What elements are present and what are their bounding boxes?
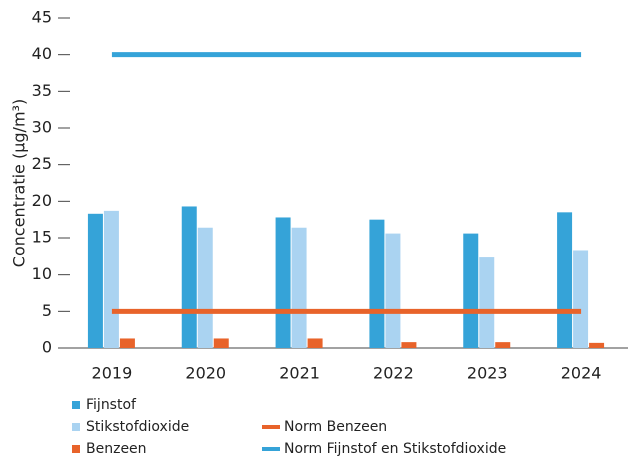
bar — [369, 219, 385, 348]
bar — [103, 210, 119, 348]
bar — [87, 213, 103, 348]
legend-swatch — [72, 423, 80, 431]
legend-swatch — [72, 401, 80, 409]
y-tick-label: 5 — [42, 301, 52, 320]
y-axis-label: Concentratie (µg/m³) — [10, 99, 29, 267]
bar — [557, 212, 573, 348]
bar — [181, 206, 197, 348]
bar — [275, 217, 291, 348]
bar — [307, 338, 323, 348]
bar — [213, 338, 229, 348]
x-tick-label: 2021 — [279, 364, 320, 383]
legend-label: Benzeen — [86, 441, 147, 457]
bar — [495, 342, 511, 348]
y-tick-label: 0 — [42, 338, 52, 357]
bar — [197, 227, 213, 348]
bar — [385, 233, 401, 348]
bar — [589, 342, 605, 348]
x-tick-label: 2022 — [373, 364, 414, 383]
y-tick-label: 10 — [32, 264, 52, 283]
bar — [119, 338, 135, 348]
bar — [463, 233, 479, 348]
bar — [291, 227, 307, 348]
legend-label: Stikstofdioxide — [86, 419, 189, 435]
y-tick-label: 45 — [32, 8, 52, 27]
legend-swatch — [262, 447, 280, 451]
y-tick-label: 30 — [32, 118, 52, 137]
legend-swatch — [262, 425, 280, 429]
legend-swatch — [72, 445, 80, 453]
bar — [573, 250, 589, 348]
bar — [479, 257, 495, 348]
x-tick-label: 2024 — [561, 364, 602, 383]
y-tick-label: 40 — [32, 44, 52, 63]
y-tick-label: 20 — [32, 191, 52, 210]
x-tick-label: 2019 — [92, 364, 133, 383]
legend-label: Norm Fijnstof en Stikstofdioxide — [284, 441, 506, 457]
y-tick-label: 25 — [32, 154, 52, 173]
y-tick-label: 15 — [32, 228, 52, 247]
bar — [401, 342, 417, 348]
legend-label: Fijnstof — [86, 397, 137, 413]
y-tick-label: 35 — [32, 81, 52, 100]
legend-label: Norm Benzeen — [284, 419, 387, 435]
x-tick-label: 2023 — [467, 364, 508, 383]
x-tick-label: 2020 — [185, 364, 226, 383]
